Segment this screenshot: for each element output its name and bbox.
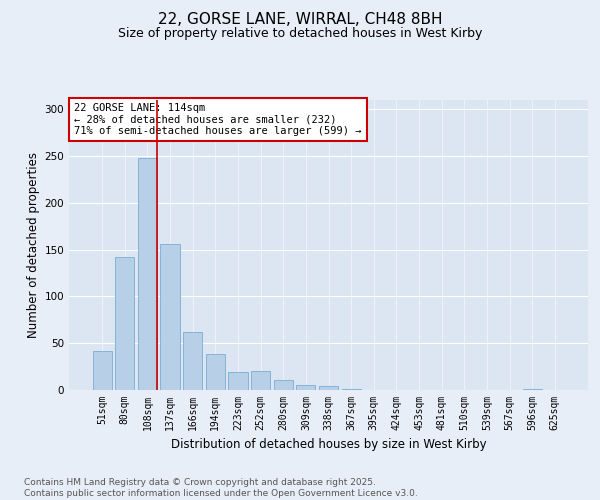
Bar — [92, 350, 112, 390]
Text: Contains HM Land Registry data © Crown copyright and database right 2025.
Contai: Contains HM Land Registry data © Crown c… — [24, 478, 418, 498]
Bar — [523, 389, 542, 390]
Bar — [115, 257, 134, 390]
Bar — [274, 380, 293, 390]
Bar — [251, 372, 270, 390]
Bar — [138, 158, 157, 390]
Y-axis label: Number of detached properties: Number of detached properties — [27, 152, 40, 338]
Text: 22 GORSE LANE: 114sqm
← 28% of detached houses are smaller (232)
71% of semi-det: 22 GORSE LANE: 114sqm ← 28% of detached … — [74, 103, 362, 136]
X-axis label: Distribution of detached houses by size in West Kirby: Distribution of detached houses by size … — [170, 438, 487, 452]
Bar — [341, 389, 361, 390]
Bar — [296, 386, 316, 390]
Bar — [229, 372, 248, 390]
Bar — [319, 386, 338, 390]
Text: 22, GORSE LANE, WIRRAL, CH48 8BH: 22, GORSE LANE, WIRRAL, CH48 8BH — [158, 12, 442, 28]
Text: Size of property relative to detached houses in West Kirby: Size of property relative to detached ho… — [118, 28, 482, 40]
Bar — [206, 354, 225, 390]
Bar — [160, 244, 180, 390]
Bar — [183, 332, 202, 390]
